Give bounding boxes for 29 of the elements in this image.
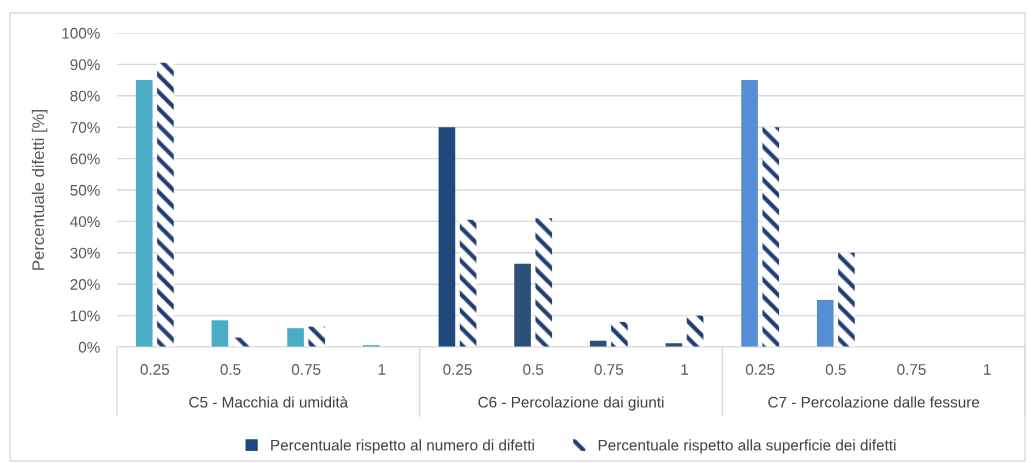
y-tick-label: 70% xyxy=(70,122,100,133)
y-tick-label: 30% xyxy=(70,247,100,259)
x-tick-label: 0.25 xyxy=(140,364,170,375)
legend-label: Percentuale rispetto al numero di difetti xyxy=(271,439,534,454)
text: C5 - Macchia di umidità xyxy=(189,396,349,408)
text: C7 - Percolazione dalle fessure xyxy=(768,396,980,408)
x-tick-label: 1 xyxy=(378,364,386,375)
x-tick-label: 0.25 xyxy=(443,364,472,375)
text: C6 - Percolazione dai giunti xyxy=(478,396,664,411)
y-tick-label: 50% xyxy=(70,184,100,196)
y-tick-label: 20% xyxy=(70,279,100,290)
y-tick-label: 10% xyxy=(70,310,100,322)
y-tick-label: 60% xyxy=(70,153,100,165)
y-tick-label: 100% xyxy=(62,27,100,39)
x-tick-label: 1 xyxy=(681,364,688,375)
x-tick-label: 0.5 xyxy=(220,364,241,375)
x-tick-label: 0.5 xyxy=(825,364,846,375)
y-tick-label: 80% xyxy=(70,90,100,102)
x-tick-label: 1 xyxy=(984,364,991,375)
x-tick-label: 0.25 xyxy=(745,364,775,375)
x-tick-label: 0.75 xyxy=(594,364,624,375)
x-tick-label: 0.75 xyxy=(897,364,926,375)
y-tick-label: 40% xyxy=(70,216,100,228)
x-tick-label: 0.5 xyxy=(523,364,544,375)
y-tick-label: 90% xyxy=(70,59,100,71)
y-axis-title: Percentuale difetti [%] xyxy=(31,110,48,270)
legend-label: Percentuale rispetto alla superficie dei difetti xyxy=(598,439,896,454)
x-tick-label: 0.75 xyxy=(291,364,321,375)
y-tick-label: 0% xyxy=(78,341,100,353)
